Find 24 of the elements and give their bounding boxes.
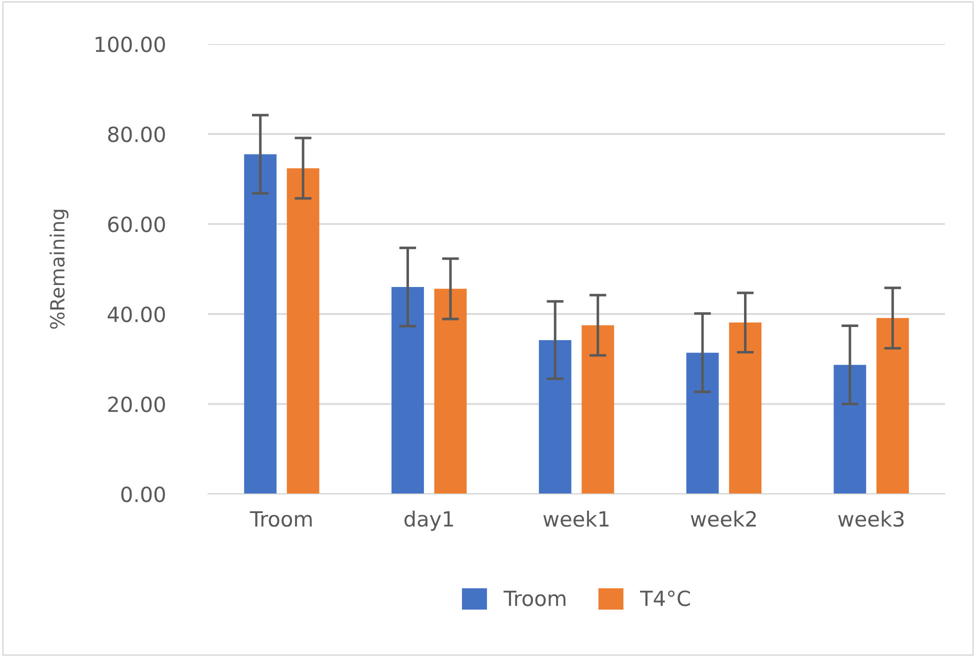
y-tick-label: 20.00 bbox=[108, 396, 165, 412]
y-tick-label: 0.00 bbox=[121, 486, 165, 502]
bar bbox=[834, 364, 866, 494]
x-tick-label: day1 bbox=[404, 510, 453, 531]
bar bbox=[538, 340, 572, 494]
x-tick-label: week3 bbox=[838, 510, 904, 527]
bar bbox=[582, 325, 614, 494]
legend-label: Troom bbox=[504, 590, 566, 606]
bar bbox=[392, 287, 424, 494]
bar bbox=[244, 154, 277, 494]
y-tick-label: 80.00 bbox=[108, 126, 165, 142]
x-tick-label: week1 bbox=[543, 510, 609, 527]
bar bbox=[286, 168, 320, 494]
y-tick-label: 40.00 bbox=[108, 306, 165, 322]
bar bbox=[729, 322, 762, 494]
bar bbox=[686, 352, 719, 494]
bar bbox=[876, 318, 909, 494]
x-tick-label: week2 bbox=[690, 510, 756, 527]
y-tick-label: 100.00 bbox=[96, 36, 165, 52]
bar bbox=[434, 288, 467, 494]
y-axis-title: %Remaining bbox=[50, 210, 68, 329]
x-tick-label: Troom bbox=[250, 511, 312, 527]
y-tick-label: 60.00 bbox=[108, 216, 165, 232]
legend-label: T4°C bbox=[640, 590, 690, 606]
